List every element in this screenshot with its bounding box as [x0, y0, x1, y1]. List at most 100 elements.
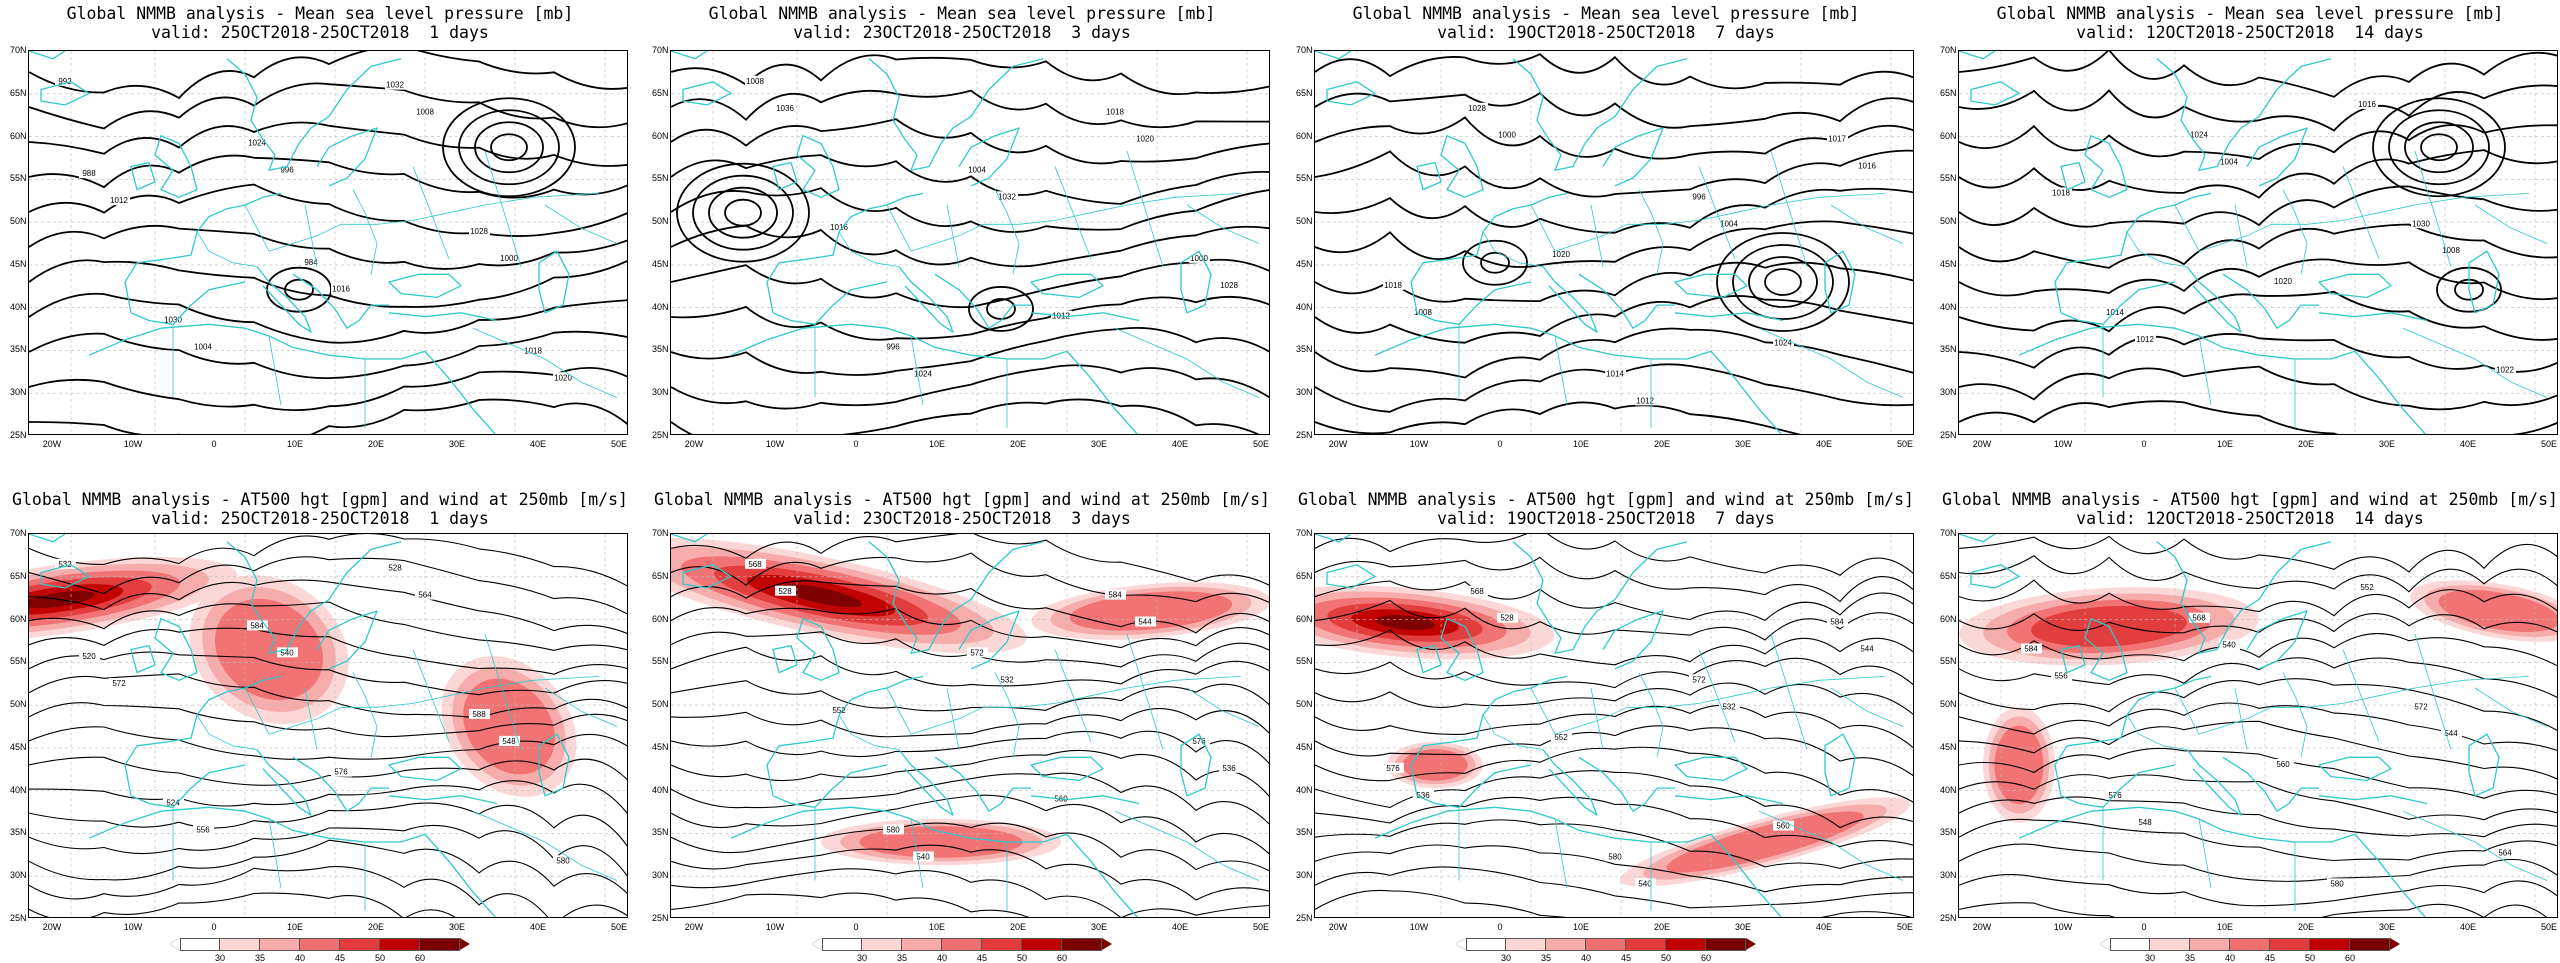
contour-label: 576: [1192, 737, 1206, 746]
contour-label: 1032: [386, 81, 404, 90]
coastlines: [1959, 534, 2548, 917]
contour-label: 1028: [1220, 281, 1238, 290]
lon-label: 10W: [1409, 922, 1429, 932]
graticule: [29, 51, 627, 434]
lat-label: 55N: [652, 656, 669, 667]
lat-label: 35N: [652, 827, 669, 838]
contour-label: 552: [2360, 583, 2374, 592]
valid-line: valid: 19OCT2018-25OCT2018 7 days: [1437, 509, 1775, 528]
contour-label: 572: [1692, 675, 1706, 684]
lat-label: 70N: [1940, 45, 1957, 55]
lat-label: 45N: [1296, 258, 1313, 269]
valid-line: valid: 25OCT2018-25OCT2018 1 days: [151, 23, 489, 42]
contour-label: 1016: [2358, 100, 2376, 109]
contour-label: 1012: [2136, 335, 2154, 344]
valid-line: valid: 12OCT2018-25OCT2018 14 days: [2076, 509, 2424, 528]
coastlines: [1959, 51, 2548, 434]
jet-shading: [1315, 585, 1911, 887]
lon-label: 10W: [765, 922, 785, 932]
contour-label: 1028: [1468, 104, 1486, 113]
lon-label: 40E: [1171, 439, 1189, 449]
coastlines: [29, 534, 618, 917]
colorbar-high-arrow: [2390, 938, 2400, 950]
contour-label: 580: [886, 825, 900, 834]
colorbar-cell: [902, 938, 942, 951]
contour-label: 528: [388, 564, 402, 573]
lon-label: 30E: [2378, 439, 2396, 449]
lon-label: 30E: [2378, 922, 2396, 932]
height-contours: [671, 534, 1269, 917]
colorbar-cell: [1062, 938, 1102, 951]
contour-label: 1000: [500, 254, 518, 263]
lat-label: 45N: [652, 258, 669, 269]
valid-line: valid: 25OCT2018-25OCT2018 1 days: [151, 509, 489, 528]
map-canvas: 540 544 548 552 556 560 564 568 572 576 580 584: [1959, 534, 2557, 917]
contour-label: 540: [1638, 879, 1652, 888]
lat-label: 65N: [1296, 87, 1313, 98]
lat-label: 50N: [652, 699, 669, 710]
lon-label: 10E: [928, 922, 946, 932]
valid-line: valid: 12OCT2018-25OCT2018 14 days: [2076, 23, 2424, 42]
colorbar-tick: 45: [976, 953, 988, 963]
contour-label: 1018: [524, 346, 542, 355]
contour-label: 1008: [1414, 308, 1432, 317]
colorbar-tick: 60: [1700, 953, 1712, 963]
contour-label: 556: [2054, 671, 2068, 680]
contour-label: 552: [1554, 733, 1568, 742]
lon-label: 10E: [286, 439, 304, 449]
coastlines: [671, 534, 1260, 917]
contour-label: 524: [166, 799, 180, 808]
lon-label: 0: [1497, 922, 1503, 932]
contour-label: 572: [112, 679, 126, 688]
lat-label: 60N: [10, 130, 27, 141]
contour-labels: 532 540 548 556 564 572 576 580 584 588 524 528 520: [55, 558, 574, 866]
contour-label: 532: [1722, 702, 1736, 711]
lon-label: 20E: [2297, 922, 2315, 932]
map-canvas: 992 996 1000 1004 1008 1012 1016 1020 1024 1028 10…: [29, 51, 627, 434]
contour-label: 1024: [1774, 339, 1792, 348]
contour-label: 528: [778, 587, 792, 596]
mslp-panel-title: Global NMMB analysis - Mean sea level pr…: [1296, 4, 1916, 42]
lon-label: 10E: [928, 439, 946, 449]
contour-label: 532: [1000, 675, 1014, 684]
contour-label: 568: [1470, 587, 1484, 596]
valid-line: valid: 23OCT2018-25OCT2018 3 days: [793, 509, 1131, 528]
contour-label: 580: [556, 856, 570, 865]
lat-label: 35N: [10, 344, 27, 355]
colorbar-cell: [220, 938, 260, 951]
jet-shading: [671, 537, 1269, 866]
contour-label: 576: [334, 768, 348, 777]
contour-label: 1022: [2496, 366, 2514, 375]
mslp-map: 1036 1032 1028 1024 1020 1016 1012 1008 1004 1000…: [670, 50, 1270, 435]
lon-label: 10W: [1409, 439, 1429, 449]
isobars: [671, 54, 1269, 434]
lat-label: 40N: [652, 784, 669, 795]
lat-label: 65N: [10, 570, 27, 581]
mslp-map: 1004 1008 1012 1016 1018 1020 1022 1024 1030 1014: [1958, 50, 2558, 435]
contour-label: 532: [58, 560, 72, 569]
contour-label: 576: [1386, 764, 1400, 773]
hgt-panel-title: Global NMMB analysis - AT500 hgt [gpm] a…: [652, 490, 1272, 528]
graticule: [671, 51, 1269, 434]
title-line: Global NMMB analysis - Mean sea level pr…: [708, 4, 1216, 23]
contour-label: 1008: [416, 108, 434, 117]
lat-label: 25N: [1940, 913, 1957, 923]
graticule: [1959, 51, 2557, 434]
colorbar-tick: 35: [1540, 953, 1552, 963]
lat-label: 40N: [652, 301, 669, 312]
lon-label: 20E: [1653, 922, 1671, 932]
lon-label: 10E: [286, 922, 304, 932]
contour-labels: 1000 1004 1008 1012 1016 1020 1024 1028 996 1018 1…: [1383, 102, 1878, 406]
contour-label: 1004: [194, 342, 212, 351]
mslp-map: 1000 1004 1008 1012 1016 1020 1024 1028 996 1018 1…: [1314, 50, 1914, 435]
lon-label: 50E: [1896, 922, 1914, 932]
contour-label: 552: [832, 706, 846, 715]
map-canvas: 532 540 548 556 564 572 576 580 584 588 524 528 520: [29, 534, 627, 917]
colorbar-cell: [2350, 938, 2390, 951]
lon-label: 20E: [367, 439, 385, 449]
lat-label: 40N: [1296, 301, 1313, 312]
lat-label: 40N: [1940, 301, 1957, 312]
mslp-map: 992 996 1000 1004 1008 1012 1016 1020 1024 1028 10…: [28, 50, 628, 435]
mslp-panel-title: Global NMMB analysis - Mean sea level pr…: [10, 4, 630, 42]
lon-label: 0: [1497, 439, 1503, 449]
